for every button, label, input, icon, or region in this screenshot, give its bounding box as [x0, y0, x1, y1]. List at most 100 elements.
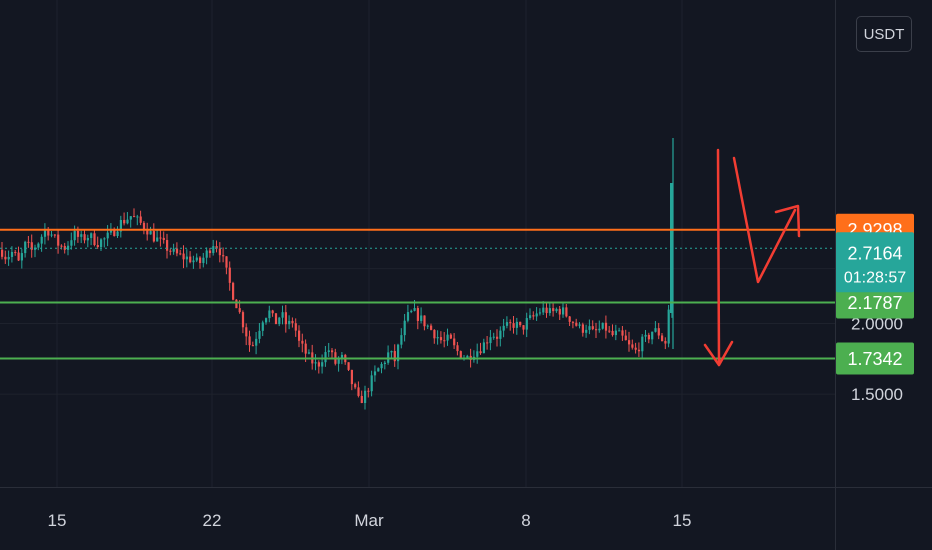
candle — [86, 238, 89, 241]
time-tick-label: 8 — [521, 511, 530, 530]
levels — [0, 228, 835, 360]
candle — [129, 216, 132, 220]
candle — [571, 321, 575, 323]
candle — [565, 307, 568, 317]
candle — [588, 326, 591, 330]
candle — [651, 331, 654, 340]
candle — [67, 245, 70, 250]
candle — [14, 251, 17, 253]
candle — [245, 327, 248, 337]
candle — [618, 330, 621, 332]
candle — [43, 229, 47, 237]
candle — [228, 267, 231, 283]
candle — [314, 362, 317, 364]
candle — [218, 248, 221, 256]
candle — [621, 330, 624, 336]
support-upper-value: 2.1787 — [847, 293, 902, 313]
up-arrow-head — [774, 204, 801, 238]
candle — [644, 334, 647, 337]
candle — [57, 234, 60, 246]
candle — [321, 362, 324, 367]
time-tick-label: Mar — [354, 511, 384, 530]
candle — [182, 253, 185, 260]
candle — [116, 231, 119, 236]
candle — [199, 257, 202, 264]
candle — [133, 216, 136, 218]
candle — [413, 308, 416, 311]
candle — [601, 322, 604, 329]
candle — [354, 384, 357, 388]
candle — [53, 234, 56, 236]
candle — [185, 256, 188, 260]
candle — [146, 229, 149, 235]
candle — [80, 234, 83, 237]
candle — [100, 239, 103, 247]
down-arrow-head — [703, 340, 734, 367]
candle — [519, 321, 522, 326]
candle — [568, 316, 571, 322]
candle — [136, 216, 139, 218]
candle — [304, 343, 307, 354]
candle — [113, 229, 116, 236]
support-upper-tag — [836, 286, 914, 319]
candle — [248, 336, 251, 346]
candle — [499, 330, 502, 339]
candle — [192, 260, 195, 263]
candle — [545, 307, 548, 314]
candle — [327, 350, 330, 353]
candle — [509, 322, 512, 324]
candle — [383, 362, 386, 364]
candle — [126, 219, 129, 224]
candle — [37, 243, 40, 248]
candle — [281, 312, 284, 318]
candles — [1, 138, 674, 410]
candle — [436, 337, 439, 339]
candle — [598, 328, 601, 331]
candle — [515, 321, 518, 328]
candle — [274, 313, 278, 325]
down-arrow-shaft — [716, 148, 721, 367]
candle — [166, 240, 169, 251]
candle — [195, 257, 198, 261]
candle — [443, 340, 446, 342]
candle — [581, 324, 584, 333]
candle — [512, 323, 515, 328]
candle — [172, 248, 175, 252]
candle — [654, 328, 657, 332]
candle — [535, 313, 538, 317]
candle — [459, 351, 462, 359]
candle — [90, 233, 93, 239]
candle — [288, 320, 291, 325]
candle — [189, 256, 192, 263]
candle — [364, 390, 367, 404]
candle — [340, 354, 344, 359]
candle — [664, 340, 667, 344]
candle — [307, 352, 311, 354]
candle — [142, 222, 146, 230]
candle — [222, 255, 225, 257]
candle — [30, 242, 33, 250]
candle — [410, 310, 413, 313]
candle — [456, 345, 459, 352]
candle — [628, 340, 631, 345]
candle — [624, 335, 627, 341]
forecast-path — [732, 156, 797, 284]
candle — [103, 238, 106, 240]
candle — [446, 334, 449, 341]
candle — [149, 231, 152, 235]
candle — [159, 237, 162, 239]
candle — [215, 246, 218, 249]
candle — [370, 375, 373, 392]
candle — [70, 240, 73, 246]
candle — [350, 369, 353, 385]
candle — [373, 371, 377, 376]
candle — [552, 308, 555, 312]
currency-button[interactable]: USDT — [856, 16, 912, 52]
last-price-tag — [836, 232, 914, 293]
candle — [406, 312, 410, 321]
candle — [235, 299, 238, 309]
candle — [403, 320, 406, 336]
candle — [453, 338, 456, 346]
